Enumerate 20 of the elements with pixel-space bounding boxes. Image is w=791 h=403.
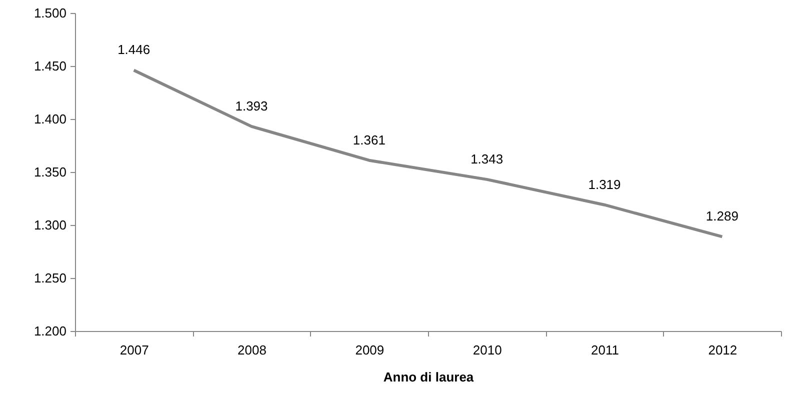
data-label: 1.361 <box>352 132 386 148</box>
y-tick-label: 1.450 <box>34 58 66 74</box>
data-label: 1.343 <box>470 151 504 166</box>
x-tick-label: 2009 <box>355 342 384 358</box>
x-tick-label: 2007 <box>120 342 149 358</box>
x-tick-label: 2011 <box>591 342 619 358</box>
data-label: 1.446 <box>118 42 150 58</box>
data-label: 1.289 <box>706 208 738 224</box>
y-tick-label: 1.250 <box>34 270 66 286</box>
x-tick-label: 2008 <box>238 342 266 358</box>
x-tick-label: 2010 <box>472 342 502 358</box>
y-tick-label: 1.400 <box>34 112 66 126</box>
data-label: 1.393 <box>235 98 268 114</box>
x-axis-title: Anno di laurea <box>383 370 474 384</box>
y-tick-label: 1.500 <box>34 6 66 20</box>
data-label: 1.319 <box>588 176 621 192</box>
y-tick-label: 1.200 <box>34 324 66 338</box>
y-tick-label: 1.350 <box>34 164 66 180</box>
x-tick-label: 2012 <box>708 342 738 358</box>
y-tick-label: 1.300 <box>34 218 66 232</box>
